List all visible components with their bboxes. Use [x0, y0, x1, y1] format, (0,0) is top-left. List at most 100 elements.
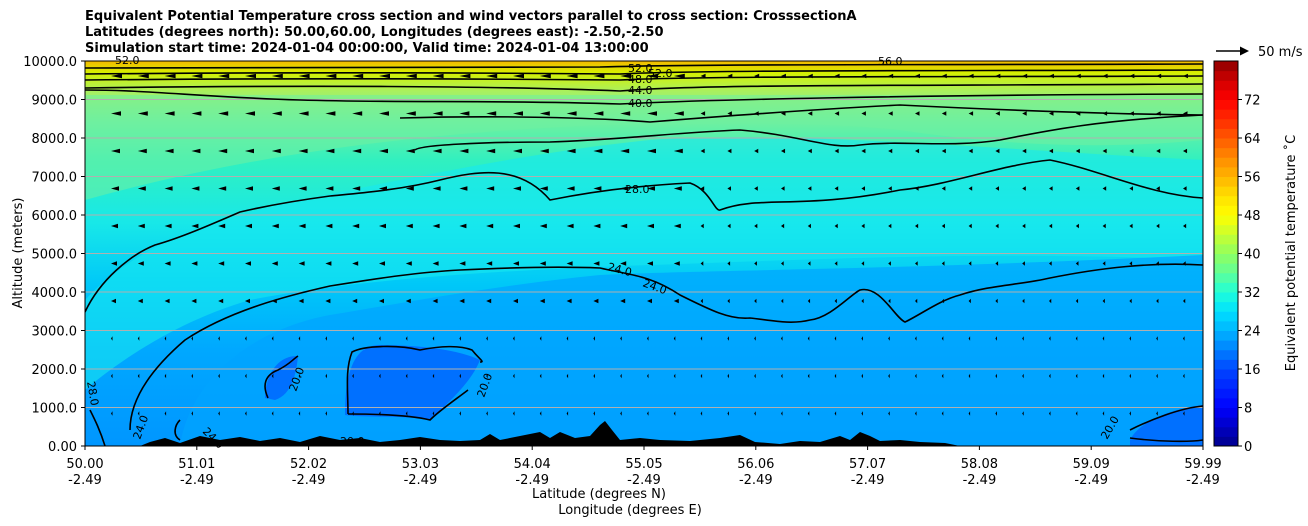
- wind-vector: [673, 298, 679, 304]
- wind-vector: [298, 186, 307, 191]
- wind-vector: [968, 261, 972, 266]
- wind-vector: [673, 373, 676, 379]
- colorbar-tick-label: 40: [1244, 248, 1261, 263]
- colorbar-band: [1214, 109, 1238, 120]
- wind-vector: [271, 111, 282, 116]
- wind-vector: [1183, 336, 1185, 341]
- wind-vector: [807, 373, 810, 379]
- wind-vector: [968, 373, 971, 379]
- y-tick-label: 7000.0: [32, 171, 78, 186]
- wind-vector: [1022, 373, 1024, 379]
- wind-vector: [1210, 336, 1212, 340]
- wind-vector: [432, 73, 444, 79]
- wind-vector: [941, 336, 944, 341]
- wind-vector: [673, 186, 682, 191]
- wind-vector: [888, 186, 892, 191]
- wind-vector: [298, 148, 308, 154]
- wind-vector: [191, 336, 193, 341]
- wind-vector: [539, 148, 549, 154]
- wind-vector: [781, 373, 783, 379]
- wind-vector: [1210, 186, 1214, 190]
- wind-vector: [191, 411, 193, 416]
- y-tick-label: 1000.0: [32, 402, 78, 417]
- wind-vector: [191, 111, 202, 116]
- wind-vector: [539, 223, 547, 229]
- wind-vector: [539, 411, 542, 416]
- wind-vector: [995, 336, 997, 341]
- x-tick-label-lon: -2.49: [404, 473, 438, 488]
- colorbar-tick-label: 72: [1244, 94, 1261, 109]
- wind-vector: [164, 186, 173, 191]
- wind-vector: [941, 148, 946, 154]
- wind-vector: [1102, 336, 1105, 341]
- wind-vector: [861, 336, 863, 341]
- wind-vector: [245, 111, 255, 116]
- colorbar-band: [1214, 128, 1238, 139]
- wind-vector: [486, 411, 488, 416]
- wind-vector: [995, 411, 997, 416]
- wind-vector: [164, 73, 176, 79]
- colorbar-tick-label: 16: [1244, 363, 1261, 378]
- wind-vector: [352, 373, 354, 379]
- wind-vector: [405, 373, 408, 379]
- wind-vector: [352, 73, 364, 79]
- wind-vector: [673, 111, 684, 116]
- wind-vector: [941, 261, 945, 266]
- wind-vector: [1210, 224, 1213, 228]
- wind-vector: [137, 223, 145, 229]
- wind-vector: [513, 373, 515, 379]
- wind-vector: [486, 336, 488, 341]
- wind-vector: [781, 223, 785, 229]
- wind-vector: [164, 111, 175, 116]
- wind-vector: [405, 411, 408, 416]
- wind-vector: [379, 223, 386, 229]
- wind-vector: [1022, 223, 1026, 229]
- wind-vector: [271, 373, 274, 379]
- wind-vector: [245, 373, 247, 379]
- contour-40: [85, 89, 1203, 105]
- wind-vector: [995, 373, 997, 379]
- wind-vector: [861, 373, 863, 379]
- wind-vector: [352, 186, 361, 191]
- wind-vector: [754, 186, 758, 191]
- wind-vector: [1049, 411, 1051, 416]
- wind-vector: [1022, 111, 1027, 116]
- x-tick-label-lon: -2.49: [1186, 473, 1220, 488]
- title-line-1: Equivalent Potential Temperature cross s…: [85, 9, 857, 24]
- colorbar-tick-label: 64: [1244, 132, 1261, 147]
- wind-vector: [1102, 148, 1107, 154]
- wind-vector: [513, 411, 515, 416]
- wind-vector: [566, 223, 574, 229]
- wind-vector: [1156, 298, 1159, 304]
- wind-vector: [513, 336, 515, 341]
- wind-vector: [781, 411, 783, 416]
- wind-vector: [325, 411, 327, 416]
- wind-vector: [298, 298, 304, 304]
- wind-vector: [1102, 186, 1107, 191]
- wind-vector: [593, 186, 602, 191]
- colorbar-band: [1214, 349, 1238, 360]
- wind-vector: [673, 148, 683, 154]
- wind-vector: [754, 148, 759, 154]
- wind-vector: [1210, 374, 1212, 378]
- wind-vector: [673, 223, 681, 229]
- wind-vector: [405, 148, 415, 154]
- colorbar-band: [1214, 330, 1238, 341]
- wind-vector: [941, 223, 945, 229]
- x-tick-label-lat: 57.07: [849, 457, 886, 472]
- x-axis-label-lat: Latitude (degrees N): [532, 487, 666, 502]
- wind-vector: [727, 261, 731, 266]
- wind-vector: [432, 111, 443, 116]
- x-tick-label-lon: -2.49: [68, 473, 102, 488]
- wind-vector: [1129, 298, 1132, 304]
- colorbar-band: [1214, 215, 1238, 226]
- wind-vector: [781, 261, 784, 266]
- colorbar-band: [1214, 61, 1238, 72]
- wind-vector: [727, 111, 732, 116]
- colorbar-label: Equivalent potential temperature ˚C: [1283, 135, 1299, 371]
- wind-vector: [513, 148, 522, 154]
- wind-vector: [271, 148, 281, 154]
- cyan-band: [85, 137, 1203, 390]
- wind-vector: [620, 148, 630, 154]
